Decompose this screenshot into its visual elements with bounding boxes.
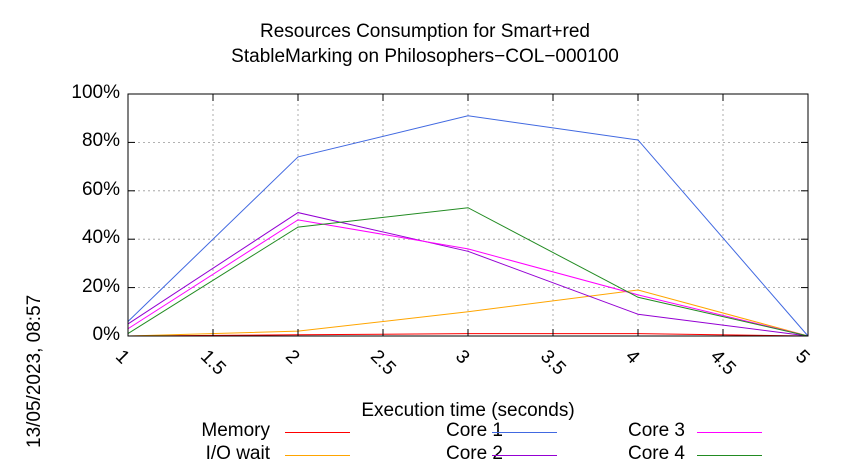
legend-label: Core 3 [627,420,685,441]
legend-swatch [697,432,762,433]
legend-swatch [492,455,557,456]
series-line-core-3 [127,219,809,337]
y-tick-label: 80% [81,130,120,152]
x-axis-label: Execution time (seconds) [361,400,575,421]
chart-title-line-1: Resources Consumption for Smart+red [259,21,590,42]
series-line-i-o-wait [127,289,809,337]
chart-title-line-2: StableMarking on Philosophers−COL−000100 [231,46,619,67]
y-tick-label: 40% [81,227,120,249]
y-tick-label: 20% [81,275,120,297]
legend-label: Core 2 [445,443,503,464]
y-tick-label: 60% [81,178,120,200]
legend-swatch [492,432,557,433]
y-tick-label: 0% [92,324,120,345]
y-tick-label: 100% [71,82,120,103]
series-line-core-2 [127,212,809,337]
legend-label: Core 1 [445,420,503,441]
legend-label: Core 4 [627,443,685,464]
legend-label: I/O wait [205,443,270,464]
series-line-core-1 [127,115,809,337]
series-line-core-4 [127,207,809,337]
grid [127,93,809,337]
timestamp: 13/05/2023, 08:57 [24,294,45,448]
tick-marks [127,93,809,337]
legend-label: Memory [201,420,270,441]
legend-swatch [285,455,350,456]
legend-swatch [285,432,350,433]
legend-swatch [697,455,762,456]
